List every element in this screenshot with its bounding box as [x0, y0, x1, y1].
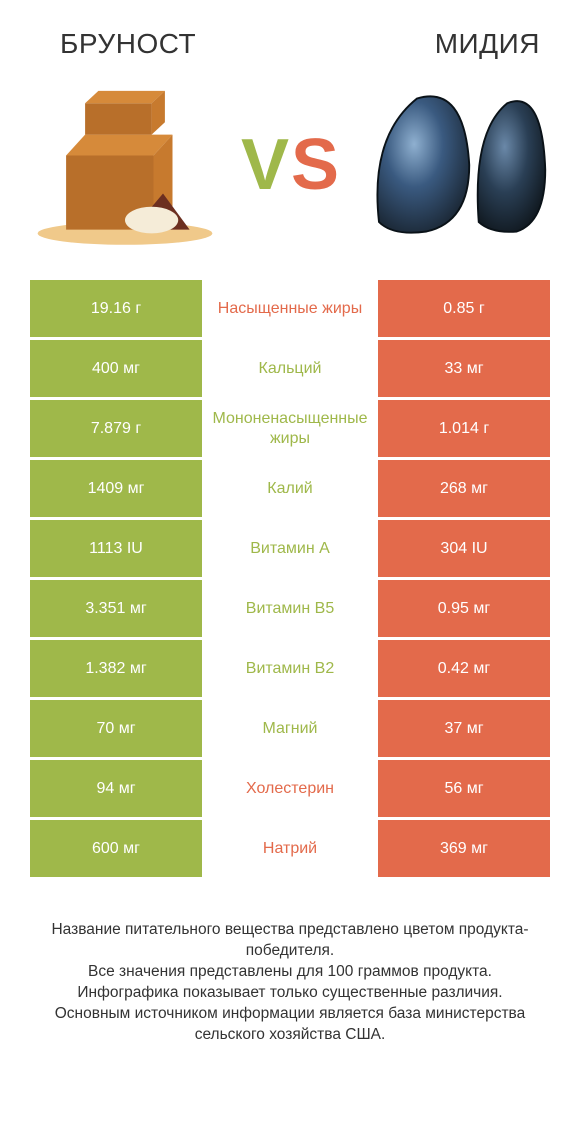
vs-v: V: [241, 124, 289, 206]
left-value: 7.879 г: [30, 400, 202, 457]
vs-label: VS: [241, 124, 339, 206]
nutrient-label: Насыщенные жиры: [202, 280, 378, 337]
nutrient-label: Натрий: [202, 820, 378, 877]
left-value: 1409 мг: [30, 460, 202, 517]
left-value: 1113 IU: [30, 520, 202, 577]
cheese-icon: [30, 75, 220, 255]
right-value: 268 мг: [378, 460, 550, 517]
right-value: 0.85 г: [378, 280, 550, 337]
vs-s: S: [291, 124, 339, 206]
right-value: 304 IU: [378, 520, 550, 577]
right-value: 56 мг: [378, 760, 550, 817]
right-value: 1.014 г: [378, 400, 550, 457]
left-value: 19.16 г: [30, 280, 202, 337]
table-row: 19.16 гНасыщенные жиры0.85 г: [30, 280, 550, 337]
left-image: [30, 75, 220, 255]
nutrient-label: Кальций: [202, 340, 378, 397]
images-row: VS: [0, 60, 580, 280]
table-row: 400 мгКальций33 мг: [30, 340, 550, 397]
nutrition-table: 19.16 гНасыщенные жиры0.85 г400 мгКальци…: [0, 280, 580, 877]
table-row: 600 мгНатрий369 мг: [30, 820, 550, 877]
right-image: [360, 75, 550, 255]
left-value: 70 мг: [30, 700, 202, 757]
footer-line: Основным источником информации является …: [24, 1004, 556, 1046]
nutrient-label: Мононенасыщенные жиры: [202, 400, 378, 457]
table-row: 1113 IUВитамин A304 IU: [30, 520, 550, 577]
right-value: 37 мг: [378, 700, 550, 757]
right-value: 33 мг: [378, 340, 550, 397]
left-title: БРУНОСТ: [60, 28, 196, 60]
nutrient-label: Витамин B5: [202, 580, 378, 637]
table-row: 1.382 мгВитамин B20.42 мг: [30, 640, 550, 697]
nutrient-label: Магний: [202, 700, 378, 757]
left-value: 600 мг: [30, 820, 202, 877]
table-row: 3.351 мгВитамин B50.95 мг: [30, 580, 550, 637]
right-title: МИДИЯ: [435, 28, 540, 60]
left-value: 3.351 мг: [30, 580, 202, 637]
footer-line: Все значения представлены для 100 граммо…: [24, 962, 556, 983]
right-value: 0.42 мг: [378, 640, 550, 697]
table-row: 94 мгХолестерин56 мг: [30, 760, 550, 817]
nutrient-label: Витамин A: [202, 520, 378, 577]
mussel-icon: [360, 75, 550, 255]
footer-line: Название питательного вещества представл…: [24, 920, 556, 962]
left-value: 94 мг: [30, 760, 202, 817]
left-value: 1.382 мг: [30, 640, 202, 697]
header: БРУНОСТ МИДИЯ: [0, 0, 580, 60]
nutrient-label: Витамин B2: [202, 640, 378, 697]
table-row: 1409 мгКалий268 мг: [30, 460, 550, 517]
left-value: 400 мг: [30, 340, 202, 397]
nutrient-label: Холестерин: [202, 760, 378, 817]
table-row: 7.879 гМононенасыщенные жиры1.014 г: [30, 400, 550, 457]
right-value: 369 мг: [378, 820, 550, 877]
footer-notes: Название питательного вещества представл…: [0, 880, 580, 1046]
right-value: 0.95 мг: [378, 580, 550, 637]
nutrient-label: Калий: [202, 460, 378, 517]
table-row: 70 мгМагний37 мг: [30, 700, 550, 757]
footer-line: Инфографика показывает только существенн…: [24, 983, 556, 1004]
